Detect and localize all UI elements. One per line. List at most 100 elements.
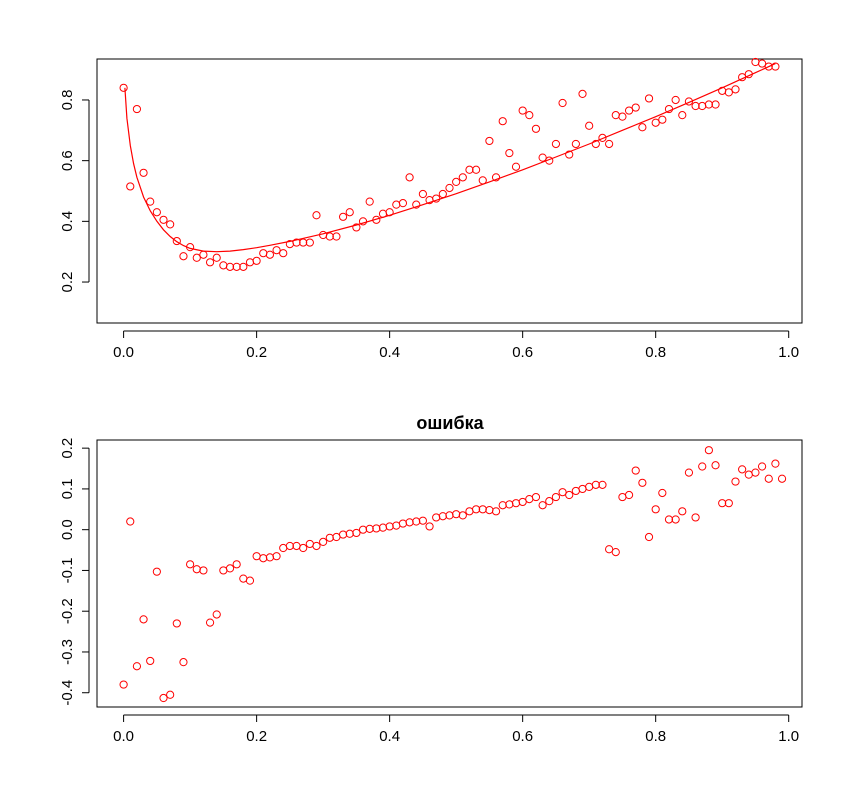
data-point [205, 258, 215, 267]
data-point [345, 529, 354, 538]
data-point [684, 97, 694, 106]
data-point [764, 474, 773, 483]
data-point [571, 139, 580, 149]
data-point [152, 567, 161, 576]
data-point [159, 215, 168, 224]
x-axis: 0.0 0.2 0.4 0.6 0.8 1.0 [113, 330, 799, 361]
data-point [651, 118, 660, 127]
data-point [272, 246, 281, 255]
data-point [458, 173, 467, 182]
y-tick-label: 0.8 [59, 90, 76, 111]
y-tick-label: 0.6 [59, 150, 76, 171]
data-point [698, 101, 707, 111]
data-point [498, 117, 507, 126]
data-point [205, 618, 215, 627]
data-point [598, 480, 607, 489]
data-point [385, 522, 394, 531]
data-point [172, 236, 181, 246]
data-point [319, 230, 328, 240]
data-point [186, 560, 195, 569]
data-point [405, 518, 414, 527]
data-point [771, 459, 780, 468]
data-point [292, 238, 301, 247]
data-point [611, 547, 620, 557]
data-point [704, 100, 713, 109]
data-point [378, 523, 388, 532]
data-point [511, 499, 521, 508]
data-point [545, 497, 554, 506]
data-point [245, 576, 255, 585]
data-point [192, 565, 201, 574]
plot-frame [96, 439, 803, 708]
data-point [265, 553, 275, 562]
data-point [465, 165, 474, 174]
data-point [585, 482, 594, 491]
data-point [757, 462, 767, 471]
data-point [338, 530, 348, 539]
data-point [445, 511, 454, 520]
data-point [152, 208, 161, 217]
data-point [192, 253, 201, 262]
data-point [352, 528, 361, 538]
y-axis: 0.2 0.4 0.6 0.8 [59, 90, 90, 292]
data-point [418, 189, 427, 199]
data-point [565, 490, 574, 500]
data-point [578, 484, 587, 494]
data-point [485, 506, 494, 515]
data-point [658, 115, 667, 124]
data-point [418, 516, 427, 525]
data-point [239, 574, 248, 583]
data-point [412, 517, 421, 526]
data-point [558, 488, 567, 497]
data-point [179, 658, 188, 667]
data-point [724, 499, 733, 508]
data-point [352, 223, 361, 232]
data-point [485, 136, 494, 146]
data-point [764, 62, 773, 71]
data-point [618, 492, 627, 502]
data-point [305, 539, 314, 549]
x-axis: 0.0 0.2 0.4 0.6 0.8 1.0 [113, 714, 799, 745]
data-point [358, 217, 368, 226]
data-point [531, 492, 541, 502]
data-point [132, 662, 142, 671]
data-point [744, 470, 753, 479]
x-tick-label: 1.0 [778, 728, 799, 745]
data-point [219, 566, 228, 575]
data-point [558, 98, 567, 108]
data-point [571, 486, 580, 496]
x-tick-label: 0.0 [113, 728, 134, 745]
data-point [611, 111, 620, 120]
data-point [432, 513, 441, 522]
x-tick-label: 0.2 [246, 728, 267, 745]
data-point [199, 250, 208, 259]
data-point [365, 524, 374, 533]
data-point [671, 95, 680, 105]
data-point [332, 232, 341, 241]
data-point [245, 258, 255, 267]
data-point [292, 541, 301, 551]
data-point [212, 610, 221, 619]
data-point [119, 680, 128, 689]
data-point [704, 446, 713, 455]
data-point [172, 619, 181, 628]
data-point [664, 515, 674, 524]
y-tick-label: -0.4 [59, 680, 76, 706]
data-marks [119, 446, 787, 703]
data-point [312, 541, 321, 551]
data-point [166, 220, 175, 229]
data-point [166, 690, 175, 699]
data-point [239, 262, 248, 271]
data-point [319, 537, 328, 547]
x-tick-label: 0.4 [379, 728, 400, 745]
x-tick-label: 0.6 [512, 728, 533, 745]
x-tick-label: 0.0 [113, 344, 134, 361]
data-point [132, 104, 142, 114]
data-point [738, 465, 747, 474]
y-tick-label: -0.3 [59, 639, 76, 665]
chart-title: ошибка [416, 413, 484, 433]
data-point [405, 173, 414, 182]
data-point [232, 560, 241, 569]
data-point [591, 480, 600, 489]
